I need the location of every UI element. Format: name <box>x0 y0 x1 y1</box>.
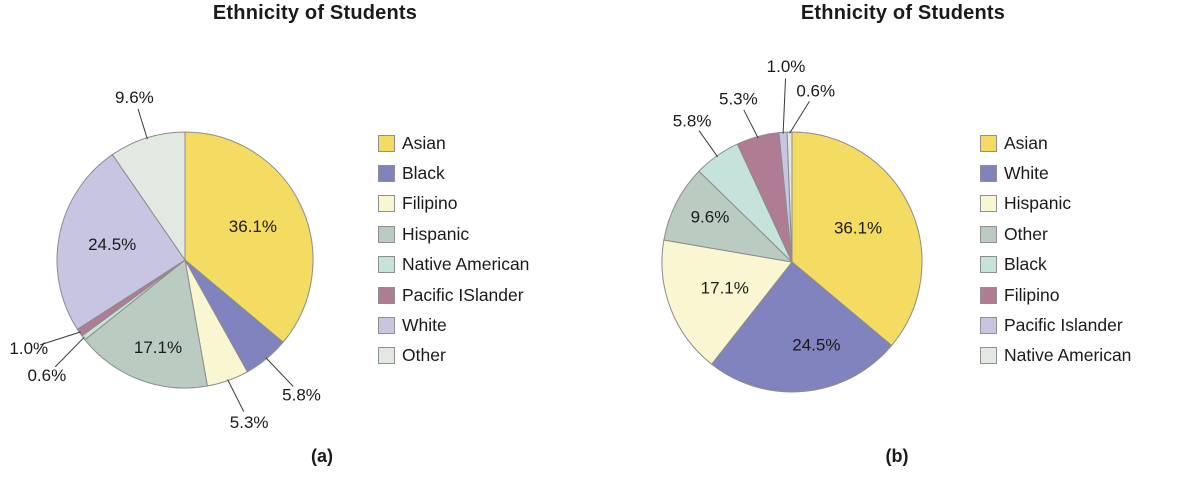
legend-swatch-pacific-islander <box>980 317 997 335</box>
legend-item-hispanic: Hispanic <box>378 219 529 249</box>
pie-chart-b: 36.1% 24.5% 17.1% 9.6% 5.8% 5.3% 1.0% 0.6% <box>661 57 923 393</box>
legend-swatch-white <box>980 165 997 183</box>
legend-swatch-white <box>378 317 395 335</box>
label-leader-line-native-american <box>54 336 85 368</box>
legend-swatch-filipino <box>980 286 997 304</box>
pie-slice-white <box>56 154 186 330</box>
legend-swatch-native-american <box>980 347 997 365</box>
legend-swatch-native-american <box>378 256 395 274</box>
legend-item-other: Other <box>980 219 1131 249</box>
label-leader-line-black <box>265 357 294 387</box>
legend-item-pacific-islander: Pacific Islander <box>980 310 1131 340</box>
slice-percent-label-native-american: 0.6% <box>27 366 66 385</box>
pie-chart-a: 36.1% 5.8% 5.3% 17.1% 0.6% 1.0% 24.5% 9.6% <box>9 88 321 432</box>
pie-slice-white <box>711 261 893 393</box>
legend-swatch-black <box>980 256 997 274</box>
slice-percent-label-white: 24.5% <box>88 235 136 254</box>
label-leader-line-other <box>137 108 148 140</box>
slice-percent-label-hispanic: 17.1% <box>134 338 182 357</box>
pie-slice-asian <box>791 131 923 346</box>
legend-item-pacific-islander: Pacific ISlander <box>378 280 529 310</box>
legend-label-filipino: Filipino <box>1004 284 1060 305</box>
legend-label-black: Black <box>402 163 445 184</box>
slice-percent-label-asian: 36.1% <box>229 217 277 236</box>
legend-label-asian: Asian <box>1004 132 1048 153</box>
legend-label-white: White <box>402 315 447 336</box>
legend-swatch-pacific-islander <box>378 286 395 304</box>
legend-item-white: White <box>378 310 529 340</box>
legend-label-other: Other <box>1004 223 1048 244</box>
legend-swatch-other <box>980 225 997 243</box>
slice-percent-label-pacific-islander: 1.0% <box>767 57 806 76</box>
legend-item-asian: Asian <box>378 128 529 158</box>
legend-swatch-other <box>378 347 395 365</box>
legend-swatch-asian <box>378 134 395 152</box>
slice-percent-label-white: 24.5% <box>792 336 840 355</box>
slice-percent-label-other: 9.6% <box>691 208 730 227</box>
chart-a-title: Ethnicity of Students <box>212 2 418 24</box>
slice-percent-label-filipino: 5.3% <box>230 413 269 432</box>
slice-percent-label-asian: 36.1% <box>834 218 882 237</box>
slice-percent-label-black: 5.8% <box>673 111 712 130</box>
slice-percent-label-other: 9.6% <box>115 88 154 107</box>
label-leader-line-pacific-islander <box>782 78 787 134</box>
legend-item-other: Other <box>378 341 529 371</box>
chart-b-title: Ethnicity of Students <box>800 2 1006 24</box>
legend-swatch-filipino <box>378 195 395 213</box>
legend-swatch-hispanic <box>378 225 395 243</box>
pie-slice-native-american <box>786 131 793 263</box>
slice-percent-label-pacific-islander: 1.0% <box>9 339 48 358</box>
legend-item-black: Black <box>378 158 529 188</box>
legend-item-white: White <box>980 158 1131 188</box>
legend-label-pacific-islander: Pacific ISlander <box>402 284 524 305</box>
legend-label-black: Black <box>1004 254 1047 275</box>
legend-swatch-black <box>378 165 395 183</box>
pie-slice-other <box>663 170 793 263</box>
label-leader-line-filipino <box>227 379 245 412</box>
legend-label-other: Other <box>402 345 446 366</box>
label-leader-line-pacific-islander <box>40 331 81 346</box>
chart-b-legend: Asian White Hispanic Other Black Filipino Paci… <box>980 128 1131 371</box>
chart-a-legend: Asian Black Filipino Hispanic Native America… <box>378 128 529 371</box>
pie-slice-hispanic <box>661 239 793 365</box>
chart-a-caption: (a) <box>311 446 333 466</box>
legend-item-filipino: Filipino <box>378 189 529 219</box>
legend-label-pacific-islander: Pacific Islander <box>1004 315 1123 336</box>
legend-label-hispanic: Hispanic <box>402 223 470 244</box>
chart-b-caption: (b) <box>885 446 909 466</box>
legend-label-asian: Asian <box>402 132 446 153</box>
pie-slice-hispanic <box>84 259 208 389</box>
legend-label-filipino: Filipino <box>402 193 458 214</box>
legend-swatch-asian <box>980 134 997 152</box>
slice-percent-label-native-american: 0.6% <box>796 82 835 101</box>
legend-label-white: White <box>1004 163 1049 184</box>
slice-percent-label-hispanic: 17.1% <box>701 278 749 297</box>
label-leader-line-black <box>698 130 719 158</box>
legend-label-hispanic: Hispanic <box>1004 193 1072 214</box>
legend-item-black: Black <box>980 250 1131 280</box>
legend-item-asian: Asian <box>980 128 1131 158</box>
legend-swatch-hispanic <box>980 195 997 213</box>
legend-label-native-american: Native American <box>1004 345 1132 366</box>
slice-percent-label-filipino: 5.3% <box>719 90 758 109</box>
legend-item-hispanic: Hispanic <box>980 189 1131 219</box>
pie-slice-asian <box>184 131 314 343</box>
legend-item-filipino: Filipino <box>980 280 1131 310</box>
slice-percent-label-black: 5.8% <box>282 386 321 405</box>
legend-item-native-american: Native American <box>980 341 1131 371</box>
legend-label-native-american: Native American <box>402 254 530 275</box>
label-leader-line-filipino <box>743 109 759 139</box>
legend-item-native-american: Native American <box>378 250 529 280</box>
label-leader-line-native-american <box>789 101 810 134</box>
